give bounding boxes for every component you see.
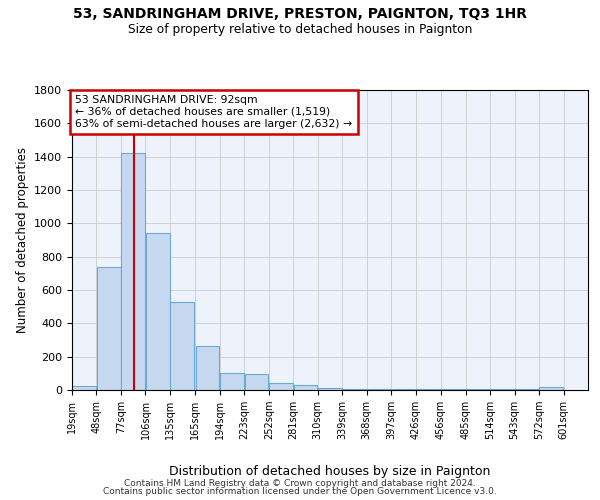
Bar (392, 389, 415, 390)
Text: Contains public sector information licensed under the Open Government Licence v3: Contains public sector information licen… (103, 487, 497, 496)
Text: 53, SANDRINGHAM DRIVE, PRESTON, PAIGNTON, TQ3 1HR: 53, SANDRINGHAM DRIVE, PRESTON, PAIGNTON… (73, 8, 527, 22)
Bar (466, 389, 490, 390)
Bar (97, 266, 121, 390)
Text: Distribution of detached houses by size in Paignton: Distribution of detached houses by size … (169, 464, 491, 477)
Bar (318, 388, 342, 390)
Bar (367, 389, 391, 390)
Bar (220, 372, 244, 390)
Bar (539, 386, 563, 390)
Bar (73, 386, 96, 390)
Bar (442, 389, 465, 390)
Text: Contains HM Land Registry data © Crown copyright and database right 2024.: Contains HM Land Registry data © Crown c… (124, 478, 476, 488)
Bar (515, 389, 539, 390)
Y-axis label: Number of detached properties: Number of detached properties (16, 147, 29, 333)
Bar (121, 154, 145, 390)
Bar (343, 389, 367, 390)
Bar (490, 389, 514, 390)
Bar (293, 385, 317, 390)
Bar (269, 384, 293, 390)
Bar (196, 346, 220, 390)
Bar (170, 302, 194, 390)
Bar (146, 234, 170, 390)
Bar (245, 374, 268, 390)
Bar (416, 389, 440, 390)
Text: 53 SANDRINGHAM DRIVE: 92sqm
← 36% of detached houses are smaller (1,519)
63% of : 53 SANDRINGHAM DRIVE: 92sqm ← 36% of det… (76, 96, 353, 128)
Text: Size of property relative to detached houses in Paignton: Size of property relative to detached ho… (128, 22, 472, 36)
